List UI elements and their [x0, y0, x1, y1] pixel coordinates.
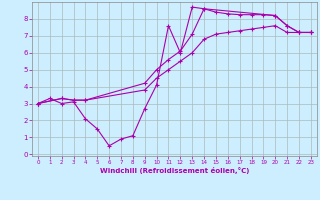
X-axis label: Windchill (Refroidissement éolien,°C): Windchill (Refroidissement éolien,°C) [100, 167, 249, 174]
